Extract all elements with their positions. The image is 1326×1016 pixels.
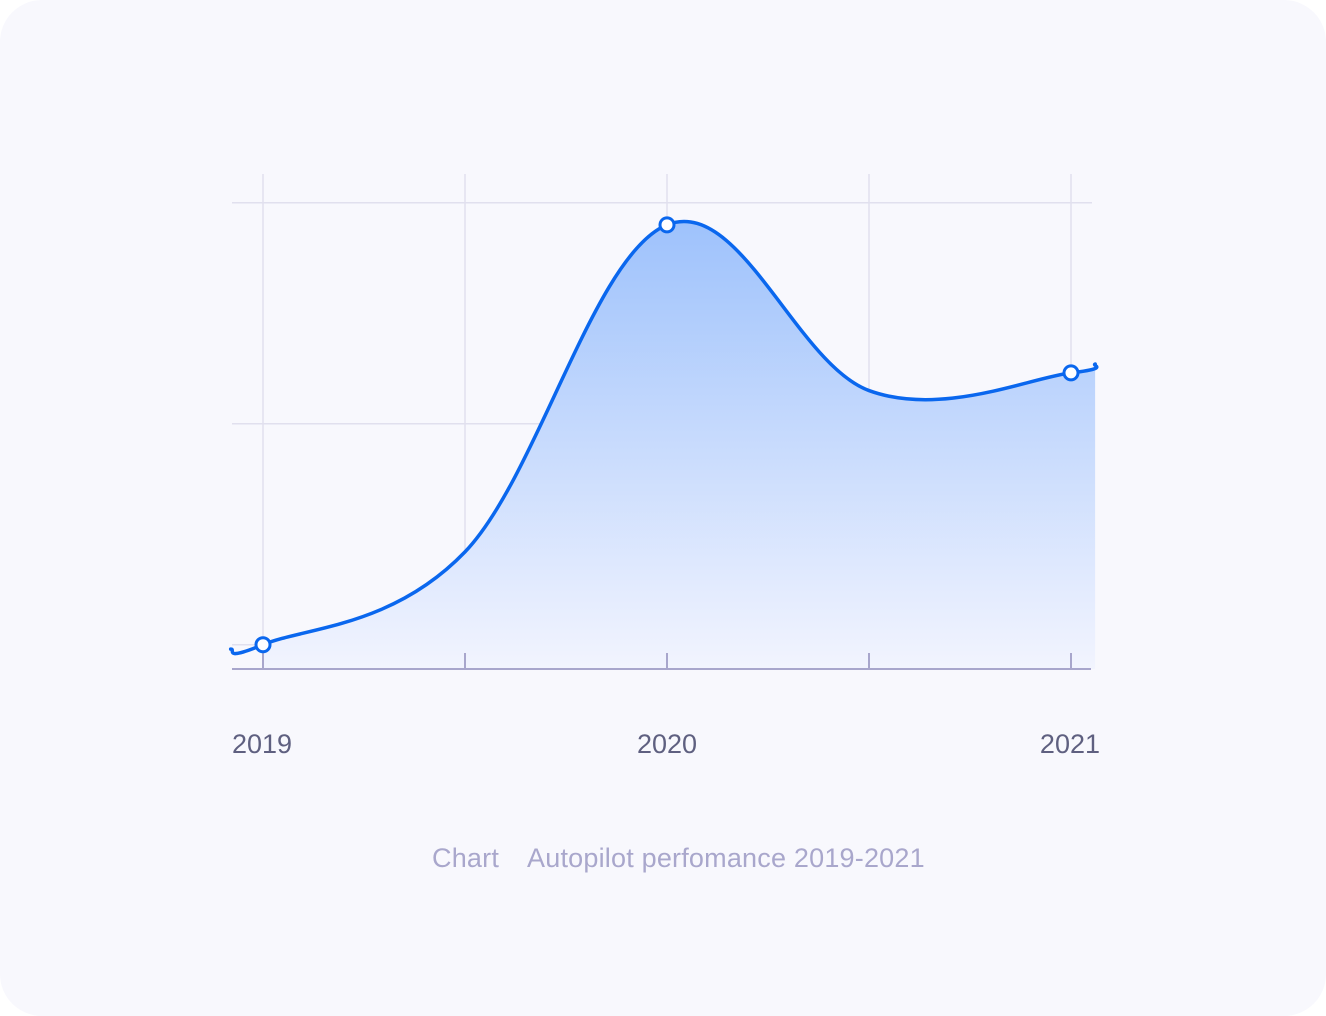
data-markers bbox=[254, 216, 1080, 654]
data-point-marker bbox=[254, 636, 272, 654]
x-axis bbox=[232, 653, 1091, 670]
data-point-marker bbox=[658, 216, 676, 234]
data-point-marker bbox=[1062, 364, 1080, 382]
caption-title: Autopilot perfomance 2019-2021 bbox=[527, 843, 925, 873]
caption-prefix: Chart bbox=[432, 843, 500, 873]
x-tick-labels: 2019 2020 2021 bbox=[232, 729, 1100, 759]
chart-caption: Chart Autopilot perfomance 2019-2021 bbox=[0, 812, 1326, 905]
area-fill-layer bbox=[263, 221, 1096, 669]
x-tick-label: 2020 bbox=[637, 729, 697, 759]
series-area bbox=[263, 221, 1096, 669]
x-tick-label: 2021 bbox=[1040, 729, 1100, 759]
x-tick-label: 2019 bbox=[232, 729, 292, 759]
